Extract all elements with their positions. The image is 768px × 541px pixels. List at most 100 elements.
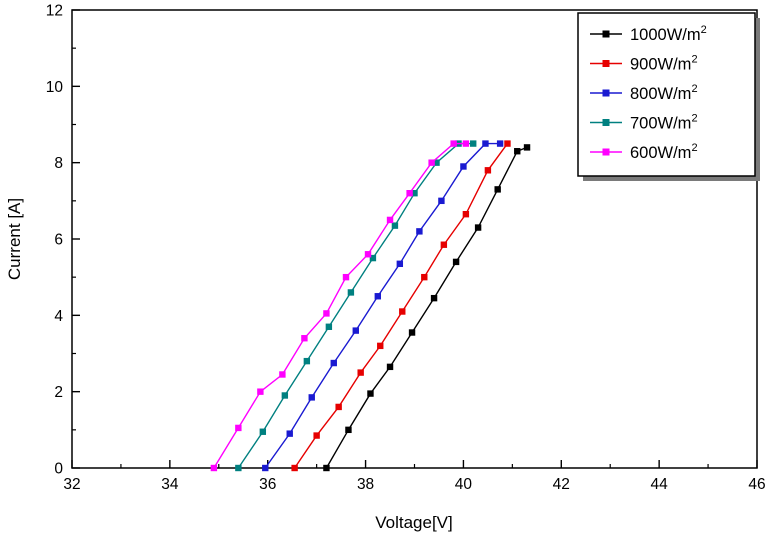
series-marker-900W/m xyxy=(399,308,406,315)
series-marker-1000W/m xyxy=(323,464,330,472)
legend-label: 800W/m2 xyxy=(630,83,698,103)
series-marker-800W/m xyxy=(262,464,269,472)
series-marker-800W/m xyxy=(482,140,489,147)
series-marker-800W/m xyxy=(438,197,445,205)
series-marker-700W/m xyxy=(391,222,399,229)
series-marker-1000W/m xyxy=(474,224,482,231)
series-marker-900W/m xyxy=(421,273,428,281)
y-tick-label: 0 xyxy=(54,461,63,478)
series-marker-600W/m xyxy=(210,464,218,472)
series-marker-1000W/m xyxy=(345,426,352,434)
series-line-800W/m xyxy=(264,142,501,469)
legend-entry: 800W/m2 xyxy=(590,83,698,103)
series-marker-600W/m xyxy=(301,335,308,342)
y-tick-label: 10 xyxy=(46,79,64,96)
series-marker-600W/m xyxy=(462,140,470,147)
series-marker-600W/m xyxy=(342,273,350,281)
series-marker-900W/m xyxy=(313,432,320,439)
legend-marker xyxy=(602,60,610,67)
series-marker-900W/m xyxy=(291,464,298,472)
legend-marker xyxy=(602,148,610,156)
series-marker-600W/m xyxy=(386,216,394,224)
series-marker-700W/m xyxy=(433,159,440,166)
x-tick-label: 36 xyxy=(259,476,276,493)
legend-label-superscript: 2 xyxy=(691,54,697,66)
series-marker-1000W/m xyxy=(386,363,394,371)
y-tick-label: 4 xyxy=(54,308,63,325)
series-marker-700W/m xyxy=(325,323,333,330)
legend: 1000W/m2 900W/m2 800W/m2 700W/m2 600W/m2 xyxy=(577,12,760,181)
series-marker-600W/m xyxy=(406,190,413,197)
series-marker-700W/m xyxy=(369,254,377,262)
y-tick-label: 12 xyxy=(46,3,63,20)
y-axis-title: Current [A] xyxy=(5,198,24,280)
series-marker-600W/m xyxy=(323,310,330,317)
series-marker-800W/m xyxy=(496,140,504,147)
series-marker-700W/m xyxy=(303,357,311,365)
series-marker-800W/m xyxy=(396,260,404,268)
y-tick-label: 2 xyxy=(54,384,63,401)
legend-label-superscript: 2 xyxy=(691,142,697,154)
x-tick-label: 44 xyxy=(651,476,669,493)
series-marker-700W/m xyxy=(235,464,242,472)
series-marker-600W/m xyxy=(428,159,435,166)
series-marker-800W/m xyxy=(330,359,337,367)
series-marker-600W/m xyxy=(235,424,242,432)
x-tick-label: 42 xyxy=(553,476,570,493)
legend-marker xyxy=(602,89,610,97)
x-axis-title: Voltage[V] xyxy=(375,513,453,532)
x-tick-label: 40 xyxy=(455,476,473,493)
x-tick-label: 46 xyxy=(748,476,765,493)
x-tick-label: 38 xyxy=(357,476,374,493)
series-marker-1000W/m xyxy=(523,144,531,151)
series-marker-900W/m xyxy=(357,369,364,376)
y-tick-label: 6 xyxy=(54,232,63,249)
legend-label-superscript: 2 xyxy=(691,83,697,95)
legend-entry: 600W/m2 xyxy=(590,142,698,162)
series-marker-700W/m xyxy=(411,190,418,197)
series-marker-900W/m xyxy=(484,167,492,174)
x-tick-label: 32 xyxy=(63,476,80,493)
series-marker-900W/m xyxy=(377,342,384,350)
chart-dynamic-layer: 32 34 36 38 40 42 44 460246810121000W/m2900W/m2… xyxy=(46,3,766,494)
legend-marker xyxy=(602,30,610,38)
series-marker-900W/m xyxy=(335,403,342,411)
series-marker-900W/m xyxy=(440,241,448,248)
series-marker-1000W/m xyxy=(430,294,438,302)
series-marker-700W/m xyxy=(347,289,355,296)
legend-marker xyxy=(602,119,610,126)
legend-entry: 700W/m2 xyxy=(590,113,698,133)
series-line-700W/m xyxy=(237,142,474,469)
legend-entry: 900W/m2 xyxy=(590,54,698,74)
series-marker-800W/m xyxy=(352,327,359,334)
series-marker-1000W/m xyxy=(494,186,501,193)
series-marker-700W/m xyxy=(281,392,289,399)
series-marker-600W/m xyxy=(364,251,372,258)
legend-label-superscript: 2 xyxy=(701,24,707,36)
series-marker-800W/m xyxy=(374,293,382,300)
legend-entry: 1000W/m2 xyxy=(590,24,707,44)
y-tick-label: 8 xyxy=(54,155,63,172)
series-marker-600W/m xyxy=(450,140,457,147)
series-marker-900W/m xyxy=(504,140,511,147)
series-marker-800W/m xyxy=(416,228,423,235)
legend-label-superscript: 2 xyxy=(691,113,697,125)
series-marker-700W/m xyxy=(470,140,477,147)
series-marker-800W/m xyxy=(460,163,467,170)
series-marker-1000W/m xyxy=(367,390,374,397)
series-marker-800W/m xyxy=(286,430,293,437)
series-marker-900W/m xyxy=(462,210,470,218)
x-tick-label: 34 xyxy=(161,476,179,493)
series-marker-600W/m xyxy=(257,388,264,395)
series-marker-600W/m xyxy=(279,371,286,378)
series-marker-800W/m xyxy=(308,394,315,401)
series-marker-1000W/m xyxy=(514,148,521,155)
series-marker-1000W/m xyxy=(452,258,460,266)
series-marker-700W/m xyxy=(259,428,267,435)
series-marker-1000W/m xyxy=(408,329,416,336)
legend-label: 1000W/m2 xyxy=(630,24,707,44)
legend-label: 900W/m2 xyxy=(630,54,698,74)
legend-label: 700W/m2 xyxy=(630,113,698,133)
